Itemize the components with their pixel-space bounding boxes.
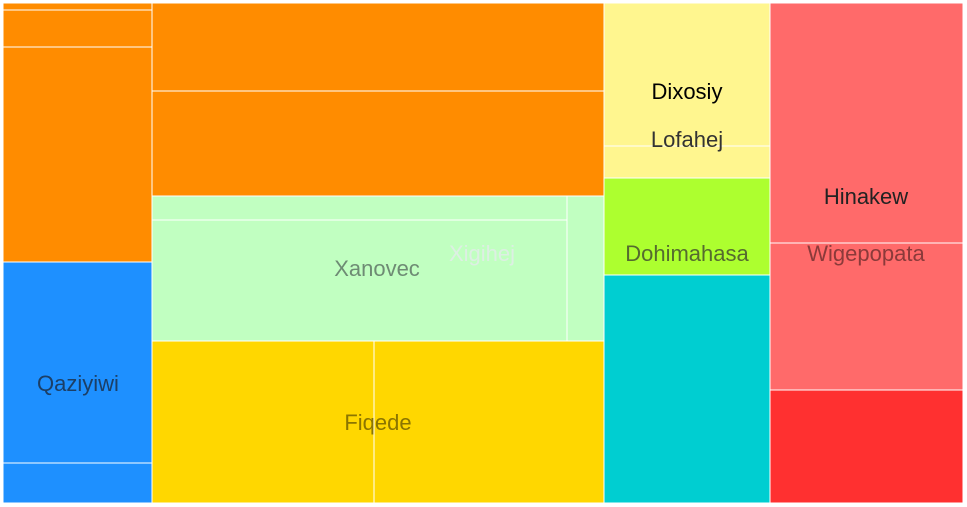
treemap-cell-unlabeled-0-2 <box>2 46 153 263</box>
label-dohimahasa: Dohimahasa <box>625 241 749 266</box>
treemap-labels: Dixosiy Lofahej Hinakew Xigihej Dohimaha… <box>37 79 925 435</box>
label-qaziyiwi: Qaziyiwi <box>37 371 119 396</box>
label-fiqede: Fiqede <box>344 410 411 435</box>
treemap-cell-xanovec-2-1 <box>151 219 568 342</box>
treemap-cell-wigepopata-10-0 <box>769 242 964 391</box>
label-xanovec: Xanovec <box>334 256 420 281</box>
treemap-cell-qaziyiwi-1-0 <box>2 261 153 464</box>
treemap-cell-unlabeled-0-0 <box>2 2 153 11</box>
treemap-cell-unlabeled-11-0 <box>769 389 964 504</box>
label-hinakew: Hinakew <box>824 184 908 209</box>
treemap-cell-hinakew-9-0 <box>769 2 964 244</box>
label-lofahej: Lofahej <box>651 127 723 152</box>
label-xigihej: Xigihej <box>449 241 515 266</box>
treemap-cell-unlabeled-0-3 <box>151 2 605 92</box>
treemap-cell-xigihej-3-0 <box>566 195 605 342</box>
treemap-cell-dixosiy-5-0 <box>603 2 771 147</box>
label-dixosiy: Dixosiy <box>652 79 723 104</box>
treemap-cell-qaziyiwi-1-1 <box>2 462 153 504</box>
treemap-cell-fiqede-4-1 <box>373 340 605 504</box>
treemap-cell-fiqede-4-0 <box>151 340 375 504</box>
treemap-cell-unlabeled-8-0 <box>603 274 771 504</box>
treemap-cell-unlabeled-0-1 <box>2 9 153 48</box>
treemap-cell-lofahej-6-0 <box>603 145 771 179</box>
treemap-cell-dohimahasa-7-0 <box>603 177 771 276</box>
label-wigepopata: Wigepopata <box>807 241 925 266</box>
treemap-cell-unlabeled-0-4 <box>151 90 605 197</box>
treemap-cell-xanovec-2-0 <box>151 195 568 221</box>
